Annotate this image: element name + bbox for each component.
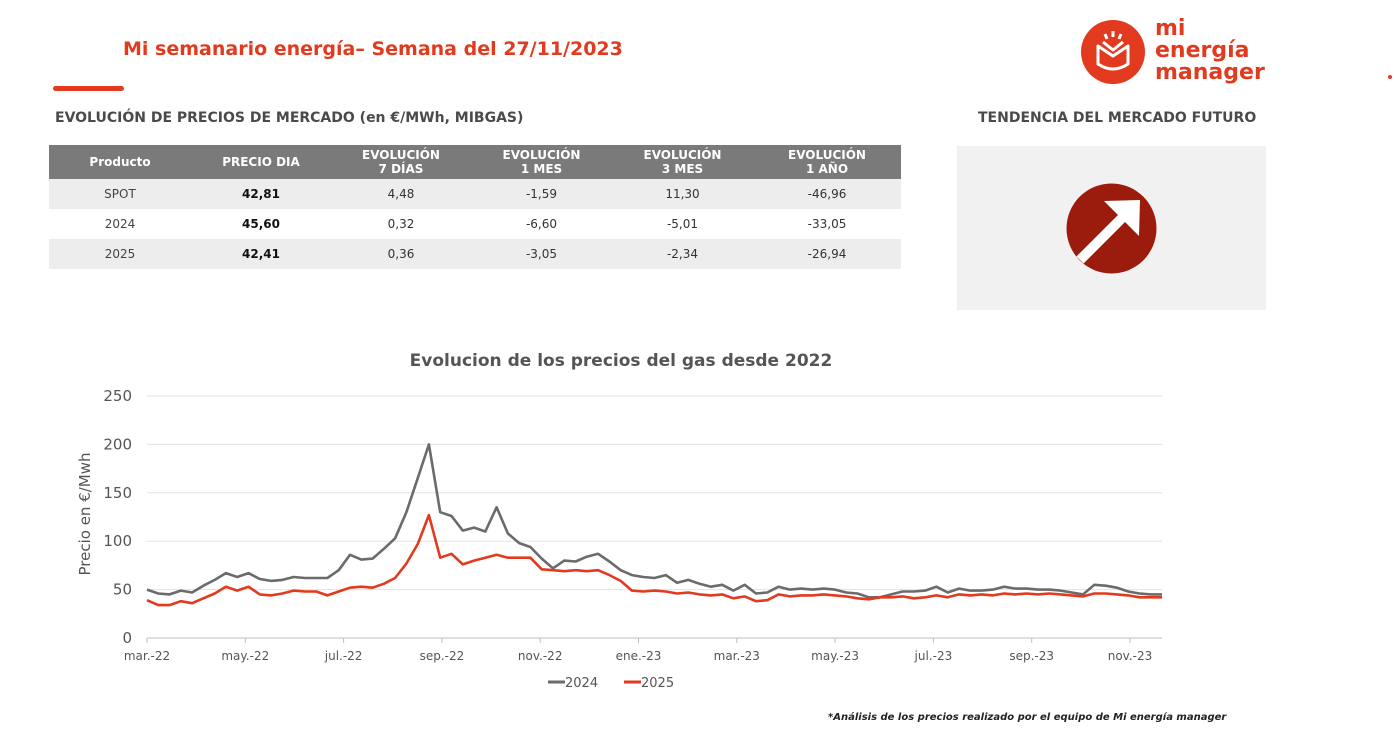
arrow-up-right-icon <box>1066 183 1157 274</box>
table-row: 2024 45,60 0,32 -6,60 -5,01 -33,05 <box>49 209 901 239</box>
y-tick-label: 50 <box>113 581 132 599</box>
cell-7d: 4,48 <box>331 179 471 209</box>
col-header-producto: Producto <box>49 145 191 179</box>
x-tick-label: jul.-22 <box>324 649 363 663</box>
cell-3m: -5,01 <box>666 217 699 231</box>
logo-line-1: mi <box>1155 16 1186 41</box>
x-tick-label: may.-23 <box>811 649 859 663</box>
cell-price: 42,41 <box>191 239 331 269</box>
trend-panel <box>957 146 1266 310</box>
cell-1y: -46,96 <box>753 179 901 209</box>
gas-price-line-chart: Evolucion de los precios del gas desde 2… <box>76 351 1162 691</box>
x-tick-label: sep.-23 <box>1009 649 1054 663</box>
cell-1y: -33,05 <box>807 217 847 231</box>
cell-3m: -2,34 <box>612 239 753 269</box>
y-tick-label: 200 <box>103 435 132 453</box>
cell-7d: 0,32 <box>387 217 415 231</box>
brand-logo: mi energía manager <box>1081 18 1281 88</box>
x-tick-label: jul.-23 <box>914 649 953 663</box>
cell-price: 42,81 <box>191 179 331 209</box>
logo-text: mi energía manager <box>1155 18 1265 84</box>
series-line-2025 <box>146 513 1162 607</box>
col-header-1-mes: EVOLUCIÓN 1 MES <box>471 145 612 179</box>
legend-label: 2024 <box>565 676 598 691</box>
cell-1m: -6,60 <box>525 217 558 231</box>
title-underline <box>53 86 124 91</box>
corner-dot <box>1388 75 1392 79</box>
y-tick-label: 100 <box>103 532 132 550</box>
x-tick-label: ene.-23 <box>616 649 662 663</box>
y-tick-label: 250 <box>103 387 132 405</box>
cell-price: 45,60 <box>242 217 280 231</box>
cell-7d: 0,36 <box>331 239 471 269</box>
cell-1m: -3,05 <box>471 239 612 269</box>
cell-product: SPOT <box>49 179 191 209</box>
footnote: *Análisis de los precios realizado por e… <box>828 712 1227 723</box>
market-table-title: EVOLUCIÓN DE PRECIOS DE MERCADO (en €/MW… <box>55 110 524 126</box>
x-tick-label: mar.-23 <box>714 649 760 663</box>
chart-title: Evolucion de los precios del gas desde 2… <box>410 351 833 371</box>
trend-title: TENDENCIA DEL MERCADO FUTURO <box>978 110 1257 126</box>
x-tick-label: nov.-22 <box>518 649 563 663</box>
y-tick-label: 0 <box>122 629 132 647</box>
cell-1y: -26,94 <box>753 239 901 269</box>
market-price-table: Producto PRECIO DIA EVOLUCIÓN 7 DÍAS EVO… <box>49 145 901 269</box>
table-row: 2025 42,41 0,36 -3,05 -2,34 -26,94 <box>49 239 901 269</box>
logo-line-2: energía <box>1155 38 1250 63</box>
y-axis-label: Precio en €/Mwh <box>76 452 94 575</box>
y-tick-label: 150 <box>103 484 132 502</box>
legend-label: 2025 <box>641 676 674 691</box>
table-row: SPOT 42,81 4,48 -1,59 11,30 -46,96 <box>49 179 901 209</box>
x-tick-label: may.-22 <box>221 649 269 663</box>
logo-line-3: manager <box>1155 60 1265 85</box>
table-header-row: Producto PRECIO DIA EVOLUCIÓN 7 DÍAS EVO… <box>49 145 901 179</box>
cell-1m: -1,59 <box>471 179 612 209</box>
cell-product: 2025 <box>49 239 191 269</box>
col-header-1-ano: EVOLUCIÓN 1 AÑO <box>753 145 901 179</box>
cell-3m: 11,30 <box>612 179 753 209</box>
col-header-7-dias: EVOLUCIÓN 7 DÍAS <box>331 145 471 179</box>
col-header-3-mes: EVOLUCIÓN 3 MES <box>612 145 753 179</box>
series-line-2024 <box>146 443 1162 599</box>
x-tick-label: sep.-22 <box>420 649 465 663</box>
x-tick-label: nov.-23 <box>1108 649 1153 663</box>
cell-product: 2024 <box>104 217 136 231</box>
col-header-precio-dia: PRECIO DIA <box>191 145 331 179</box>
x-tick-label: mar.-22 <box>124 649 170 663</box>
page-title: Mi semanario energía– Semana del 27/11/2… <box>123 38 623 60</box>
logo-mark-icon <box>1081 20 1145 84</box>
